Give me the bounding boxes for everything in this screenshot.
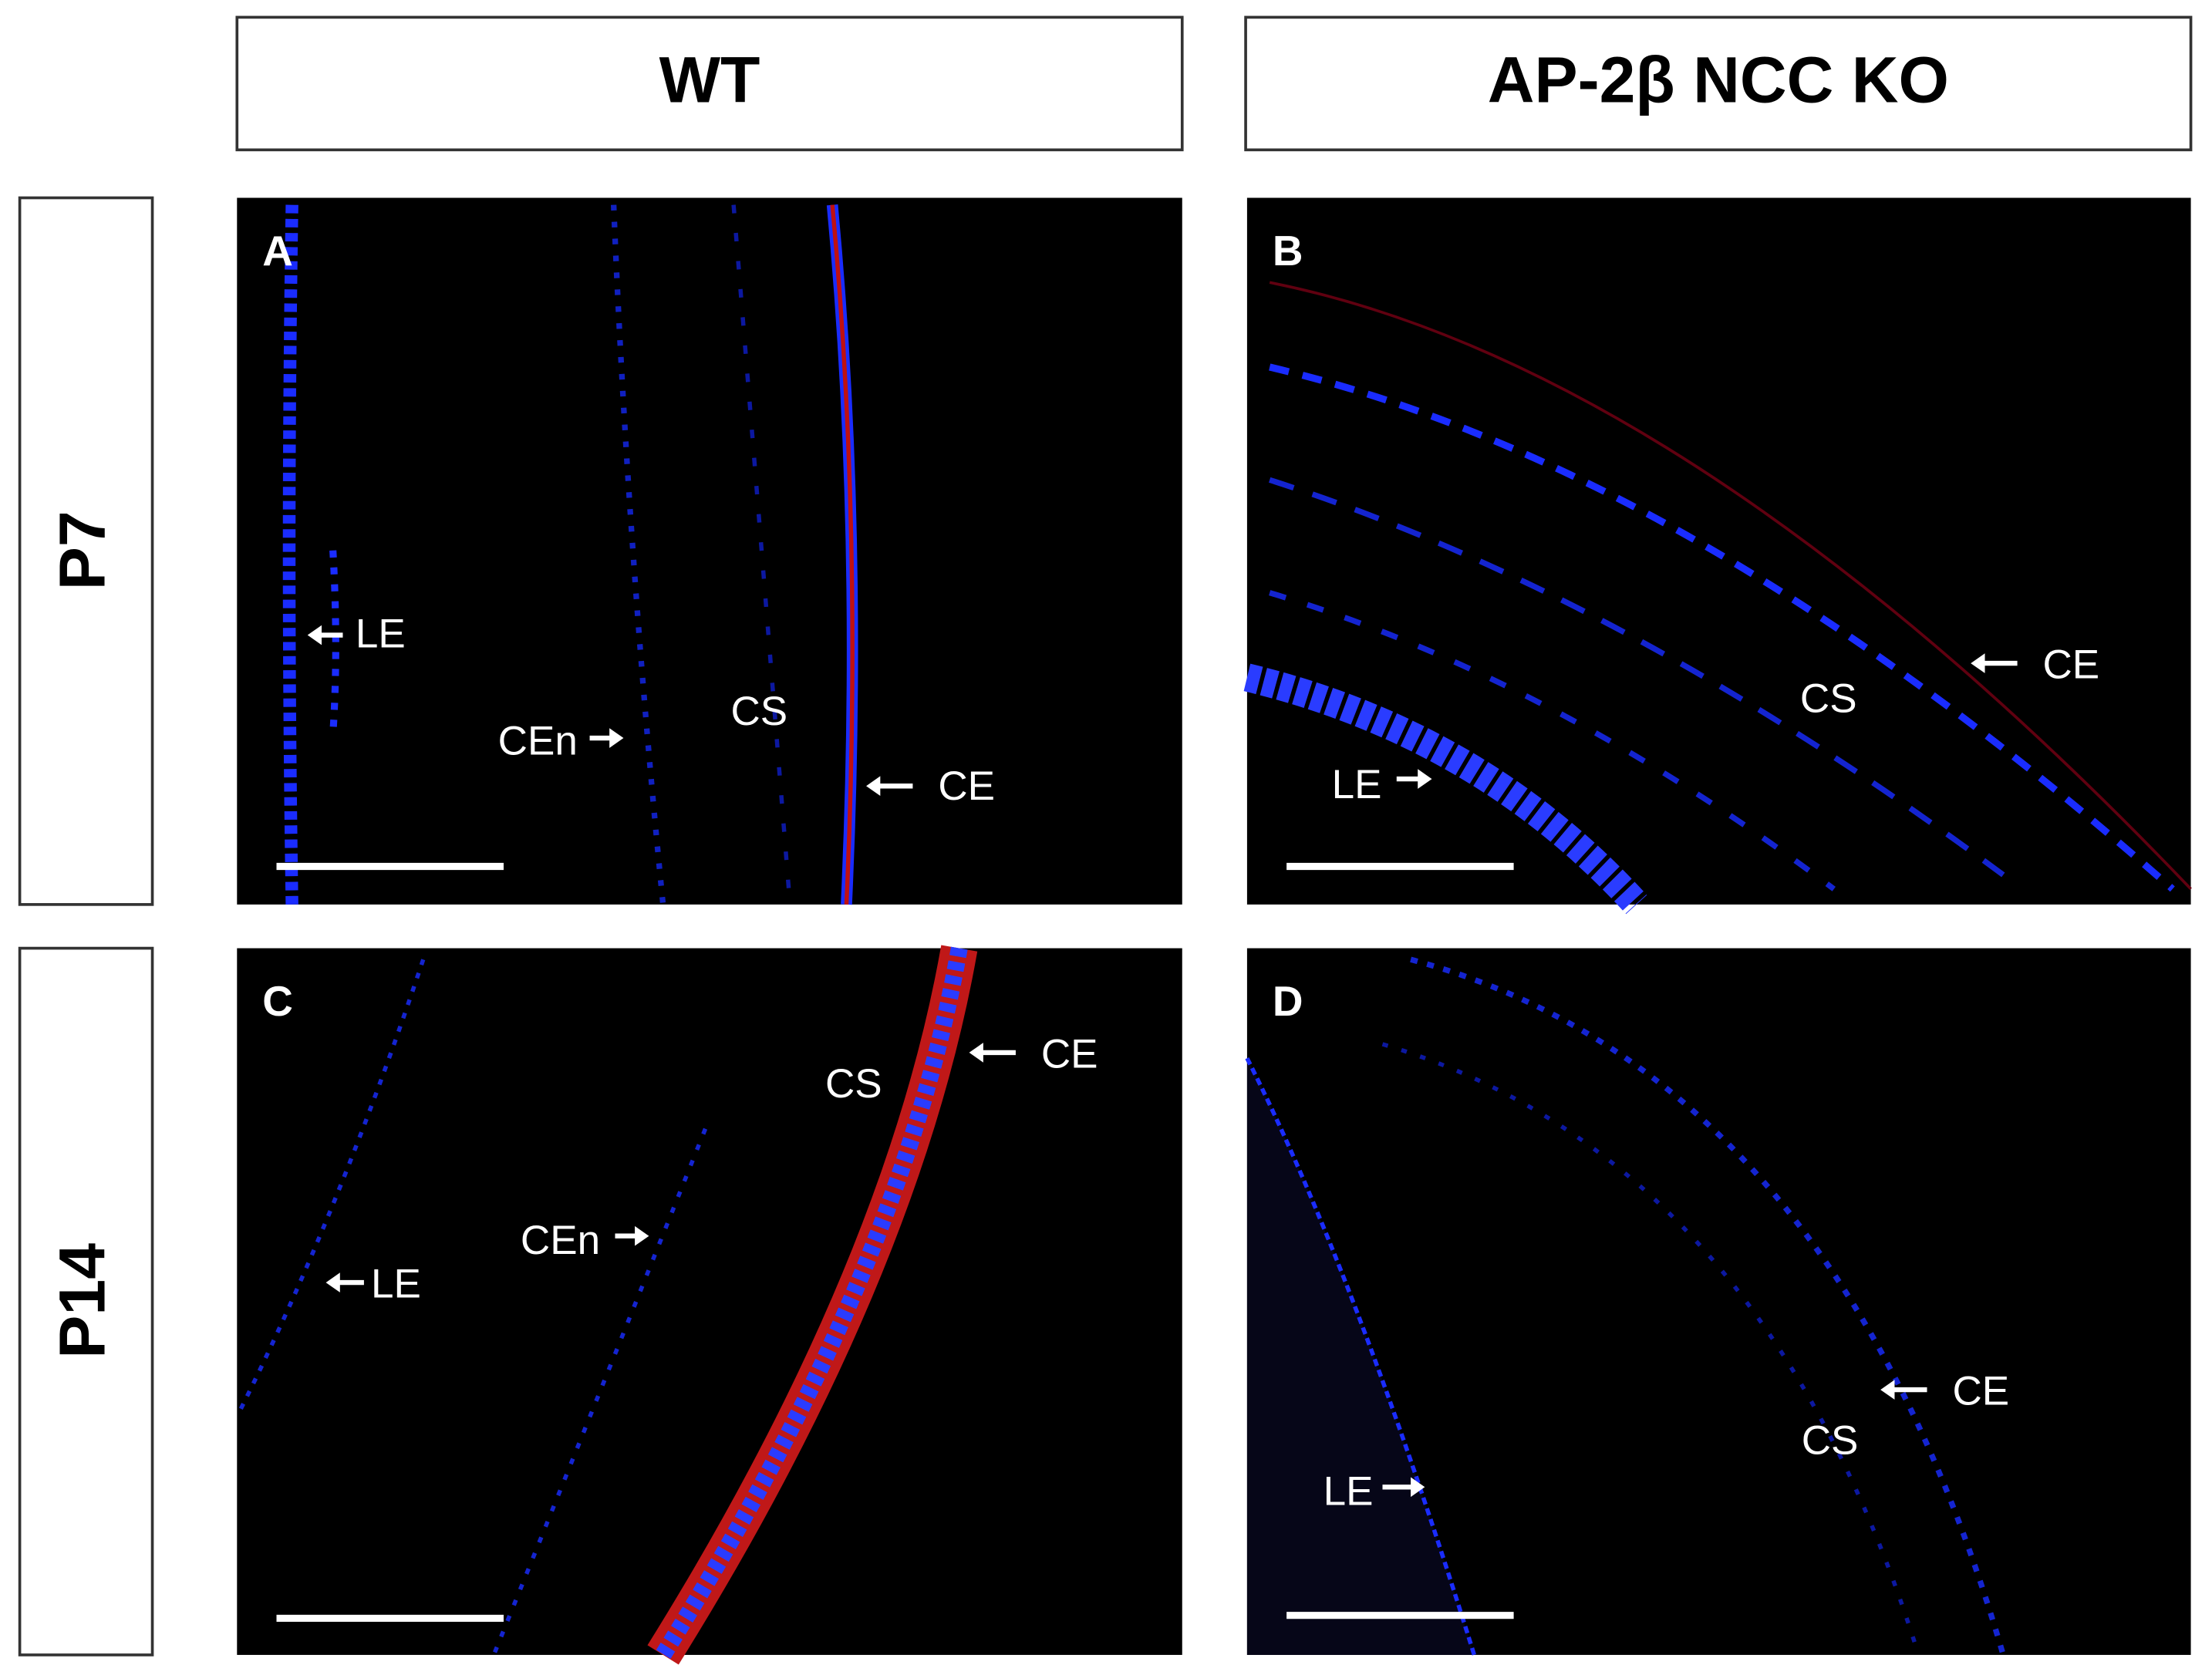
arrow-head xyxy=(609,728,624,748)
row-label-box xyxy=(18,196,154,906)
tissue xyxy=(491,1127,708,1656)
arrow-head xyxy=(1418,769,1432,789)
panel-letter: B xyxy=(1273,227,1303,275)
tissue xyxy=(238,959,426,1412)
arrow-head xyxy=(325,1272,340,1292)
row-label: P7 xyxy=(46,511,119,590)
panel-letter: C xyxy=(262,977,293,1025)
annotation: CE xyxy=(938,763,995,809)
annotation: LE xyxy=(1332,762,1382,807)
annotation: CE xyxy=(2043,642,2100,688)
tissue xyxy=(731,204,793,905)
arrow-head xyxy=(866,776,881,797)
arrow-head xyxy=(635,1225,649,1246)
arrow-head xyxy=(1411,1477,1425,1498)
arrow-head xyxy=(1880,1380,1895,1400)
tissue xyxy=(656,946,968,1660)
annotation: LE xyxy=(1323,1468,1374,1514)
panel-letter: A xyxy=(262,227,293,275)
micrograph xyxy=(237,948,1182,1655)
annotation: CEn xyxy=(521,1218,600,1263)
panel: C CE CS CEn LE xyxy=(237,945,1182,1665)
annotation: CE xyxy=(1952,1369,2009,1414)
row-label-box xyxy=(18,946,154,1656)
tissue xyxy=(830,204,855,905)
annotation: CS xyxy=(1800,676,1857,722)
row-label: P14 xyxy=(46,1243,119,1359)
annotation: CE xyxy=(1041,1031,1098,1077)
tissue xyxy=(1243,663,1647,915)
annotation: CS xyxy=(730,689,787,734)
tissue xyxy=(1269,590,1836,891)
arrow-head xyxy=(1971,653,1985,673)
annotation: LE xyxy=(356,611,406,656)
annotation: LE xyxy=(371,1262,421,1307)
column-header: WT xyxy=(659,43,760,116)
tissue xyxy=(1246,1058,1475,1655)
arrow-head xyxy=(307,625,322,645)
column-header-box xyxy=(1244,15,2193,152)
annotation: CEn xyxy=(498,718,578,763)
tissue xyxy=(1245,1057,1477,1656)
panel: A LE CEn CS CE xyxy=(237,197,1182,905)
arrow-head xyxy=(969,1043,983,1063)
annotation: CS xyxy=(825,1061,882,1107)
panel-letter: D xyxy=(1273,977,1303,1025)
tissue xyxy=(1269,477,2005,878)
column-header-box xyxy=(235,15,1184,152)
annotation: CS xyxy=(1802,1418,1859,1464)
micrograph xyxy=(237,197,1182,905)
tissue xyxy=(1269,363,2175,892)
column-header: AP-2β NCC KO xyxy=(1488,43,1949,116)
tissue xyxy=(282,204,298,905)
tissue xyxy=(1269,281,2192,891)
panel: D CE CS LE xyxy=(1245,948,2191,1656)
panel: B CE CS LE xyxy=(1243,197,2192,915)
